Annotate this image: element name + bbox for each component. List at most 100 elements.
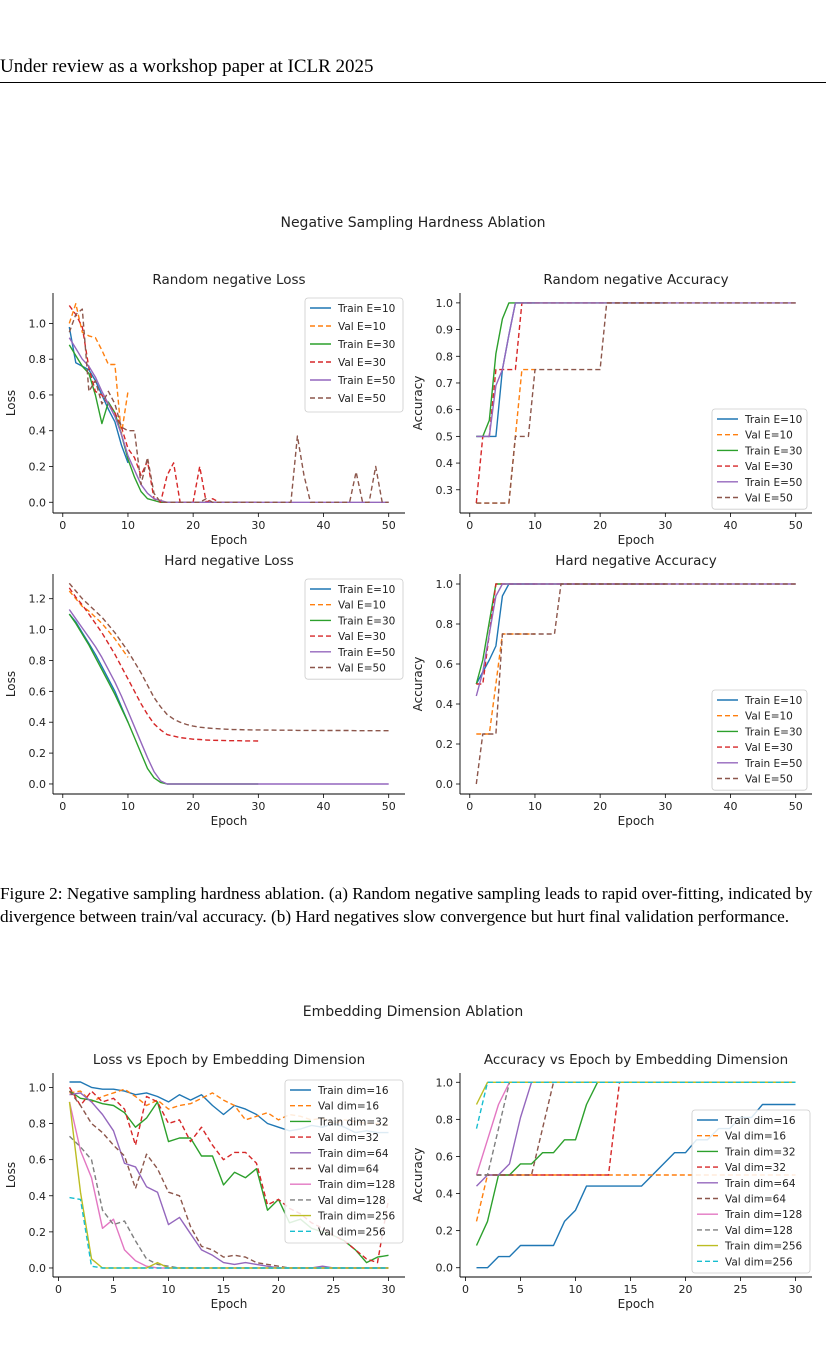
y-tick-label: 0.6 (29, 389, 47, 402)
legend-label: Train dim=64 (317, 1148, 389, 1160)
x-tick-label: 30 (658, 519, 672, 532)
y-tick-label: 0.6 (29, 1154, 47, 1167)
legend-label: Val dim=16 (318, 1101, 379, 1113)
x-tick-label: 20 (593, 519, 607, 532)
series-line-val-dim-256 (69, 1196, 389, 1269)
x-tick-label: 30 (789, 1283, 803, 1296)
page-header: Under review as a workshop paper at ICLR… (0, 56, 826, 83)
x-tick-label: 40 (317, 800, 331, 813)
y-tick-label: 0.6 (436, 658, 454, 671)
legend-label: Val E=30 (338, 357, 386, 369)
legend-label: Val E=10 (338, 600, 386, 612)
series-line-val-dim-16 (475, 1174, 796, 1222)
y-tick-label: 0.2 (29, 1226, 47, 1239)
y-tick-label: 0.0 (29, 1262, 47, 1275)
series-line-val-e-30 (68, 587, 259, 742)
legend-label: Val E=30 (745, 461, 793, 473)
series-line-val-e-30 (475, 302, 666, 504)
legend-label: Val dim=64 (725, 1194, 786, 1206)
legend-label: Train E=30 (744, 726, 802, 738)
y-tick-label: 0.2 (29, 460, 47, 473)
x-axis-label: Epoch (618, 1297, 655, 1311)
legend-label: Train dim=16 (317, 1085, 389, 1097)
x-tick-label: 40 (724, 800, 738, 813)
x-tick-label: 10 (528, 800, 542, 813)
legend-label: Train E=30 (337, 615, 395, 627)
chart-hard-negative-loss: Hard negative Loss 0 10 20 30 40 50 0.0 0.2 0.4 0.… (4, 553, 405, 828)
x-axis-label: Epoch (618, 814, 655, 828)
header-text: Under review as a workshop paper at ICLR… (0, 56, 374, 77)
y-tick-label: 0.4 (436, 698, 454, 711)
legend-label: Train dim=256 (317, 1211, 396, 1223)
x-axis-label: Epoch (211, 533, 248, 547)
x-tick-label: 20 (186, 800, 200, 813)
x-tick-label: 50 (382, 519, 396, 532)
series-line-train-e-10 (68, 613, 129, 723)
y-tick-label: 0.0 (436, 778, 454, 791)
y-tick-label: 0.0 (29, 496, 47, 509)
y-tick-label: 1.0 (436, 297, 454, 310)
x-tick-label: 40 (724, 519, 738, 532)
y-tick-label: 0.3 (436, 484, 454, 497)
y-tick-label: 0.6 (436, 1150, 454, 1163)
legend-label: Train E=10 (337, 584, 395, 596)
y-tick-label: 0.0 (29, 778, 47, 791)
y-tick-label: 0.8 (436, 618, 454, 631)
legend-label: Train dim=128 (724, 1209, 802, 1221)
series-line-train-e-30 (68, 344, 259, 504)
series-line-train-e-30 (476, 302, 666, 438)
y-tick-label: 0.4 (29, 1190, 47, 1203)
x-tick-label: 50 (382, 800, 396, 813)
y-tick-label: 0.8 (29, 1118, 47, 1131)
y-axis-label: Accuracy (411, 657, 425, 712)
x-tick-label: 0 (59, 519, 66, 532)
legend-label: Val dim=128 (318, 1195, 386, 1207)
legend-label: Val E=50 (338, 663, 386, 675)
series-line-val-e-50 (68, 308, 389, 504)
series-line-train-dim-256 (475, 1081, 796, 1105)
legend-box (691, 1109, 811, 1274)
chart-random-negative-loss: Random negative Loss 0 10 20 30 40 50 0.0 0.2 0.4… (4, 272, 405, 547)
x-tick-label: 20 (186, 519, 200, 532)
x-axis-label: Epoch (211, 814, 248, 828)
series-line-train-e-30 (68, 613, 259, 785)
legend-label: Train E=50 (337, 375, 395, 387)
legend-label: Val dim=128 (725, 1225, 793, 1237)
legend-label: Val dim=64 (318, 1164, 379, 1176)
x-tick-label: 10 (569, 1283, 583, 1296)
chart-title: Loss vs Epoch by Embedding Dimension (93, 1052, 365, 1068)
chart-random-negative-accuracy: Random negative Accuracy 0 10 20 30 40 50 0.3 0.… (411, 272, 812, 547)
legend-label: Val dim=32 (318, 1132, 379, 1144)
chart-title: Hard negative Accuracy (555, 553, 717, 569)
legend-label: Val dim=256 (725, 1256, 793, 1268)
legend-label: Train dim=32 (317, 1116, 389, 1128)
series-line-val-dim-64 (68, 1090, 389, 1269)
series-line-val-dim-32 (68, 1087, 390, 1264)
figure3-suptitle: Embedding Dimension Ablation (302, 1004, 524, 1020)
y-tick-label: 0.5 (436, 430, 454, 443)
legend-label: Train E=10 (744, 414, 802, 426)
x-tick-label: 10 (528, 519, 542, 532)
y-tick-label: 1.0 (436, 578, 454, 591)
chart-title: Random negative Loss (152, 272, 305, 288)
x-tick-label: 10 (162, 1283, 176, 1296)
y-tick-label: 0.8 (29, 353, 47, 366)
legend-label: Train E=10 (337, 303, 395, 315)
x-tick-label: 20 (593, 800, 607, 813)
y-tick-label: 0.4 (29, 425, 47, 438)
chart-title: Accuracy vs Epoch by Embedding Dimension (484, 1052, 788, 1068)
legend-label: Val E=50 (338, 393, 386, 405)
legend-label: Val dim=256 (318, 1226, 386, 1238)
legend-label: Val E=10 (745, 430, 793, 442)
legend-label: Val E=50 (745, 493, 793, 505)
legend-label: Val E=30 (338, 631, 386, 643)
y-tick-label: 1.0 (29, 1081, 47, 1094)
legend-label: Train E=50 (744, 758, 802, 770)
legend-label: Train E=50 (744, 477, 802, 489)
y-axis-label: Loss (4, 671, 18, 697)
legend-label: Train E=30 (337, 339, 395, 351)
series-line-train-e-50 (476, 302, 796, 438)
x-tick-label: 15 (217, 1283, 231, 1296)
chart-title: Hard negative Loss (164, 553, 294, 569)
legend-label: Train dim=64 (724, 1178, 796, 1190)
